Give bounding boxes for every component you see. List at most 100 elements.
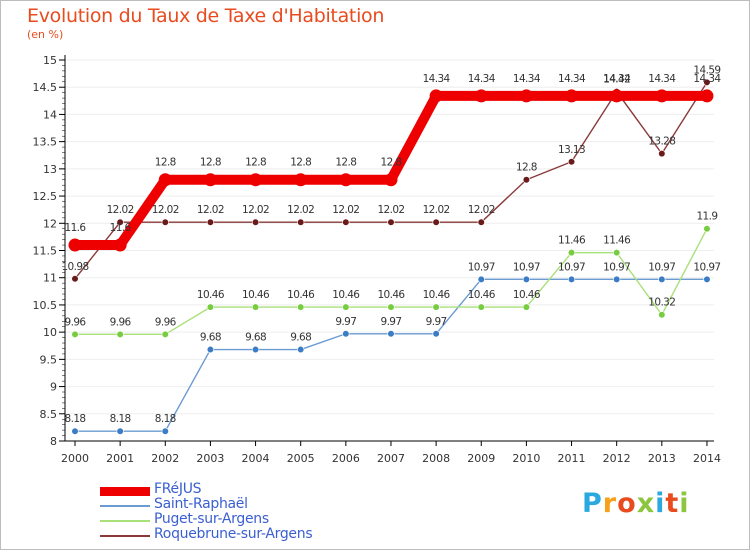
- data-point: [658, 275, 666, 283]
- data-point: [567, 275, 576, 283]
- data-point: [703, 225, 711, 233]
- logo-letter: t: [665, 488, 680, 519]
- x-tick-label: 2011: [558, 452, 586, 465]
- y-tick-label: 10: [43, 326, 57, 339]
- y-tick-label: 13.5: [33, 136, 58, 149]
- data-label: 12.02: [242, 204, 269, 216]
- legend-label-frejus: FRéJUS: [154, 481, 202, 497]
- data-point: [522, 275, 531, 283]
- data-point: [71, 275, 79, 283]
- data-label: 13.28: [648, 136, 675, 148]
- chart-unit-label: (en %): [27, 28, 64, 41]
- data-point: [387, 218, 395, 226]
- data-label: 12.8: [245, 157, 266, 169]
- y-tick-label: 12: [43, 217, 57, 230]
- data-point: [387, 330, 395, 338]
- data-label: 10.97: [558, 261, 585, 273]
- data-point: [113, 238, 127, 252]
- x-tick-label: 2006: [332, 452, 360, 465]
- data-point: [71, 427, 79, 435]
- data-label: 10.97: [693, 261, 720, 273]
- data-label: 12.8: [380, 157, 401, 169]
- data-label: 8.18: [65, 413, 86, 425]
- data-point: [206, 345, 215, 354]
- logo-letter: x: [636, 488, 656, 519]
- data-label: 11.46: [603, 235, 631, 247]
- data-point: [567, 158, 576, 166]
- data-label: 9.96: [155, 316, 177, 328]
- data-point: [342, 330, 350, 338]
- data-label: 14.42: [603, 74, 630, 86]
- data-point: [206, 218, 215, 226]
- data-label: 12.02: [197, 204, 224, 216]
- data-point: [658, 150, 666, 158]
- data-label: 12.02: [468, 204, 495, 216]
- data-point: [477, 303, 485, 311]
- data-label: 11.6: [65, 222, 87, 234]
- data-label: 10.32: [648, 297, 675, 309]
- y-tick-label: 9: [50, 381, 57, 394]
- data-point: [339, 173, 353, 187]
- data-point: [342, 218, 350, 226]
- data-label: 9.68: [290, 332, 311, 344]
- x-tick-label: 2009: [467, 452, 495, 465]
- data-point: [384, 173, 398, 187]
- data-point: [432, 330, 440, 338]
- x-tick-label: 2002: [151, 452, 179, 465]
- x-tick-label: 2004: [242, 452, 270, 465]
- data-label: 10.97: [648, 261, 675, 273]
- series-line: [74, 278, 708, 432]
- y-tick-label: 9.5: [40, 353, 58, 366]
- data-label: 10.97: [603, 261, 630, 273]
- data-point: [519, 89, 533, 103]
- data-label: 9.68: [200, 332, 221, 344]
- data-point: [613, 275, 621, 283]
- line-chart: 8 8.5 9 9.5 10 10.5 11 11.5 12 12.5 13 13.5 14 14.5 15…: [33, 54, 723, 465]
- x-tick-label: 2013: [648, 452, 676, 465]
- data-label: 9.96: [65, 316, 87, 328]
- data-label: 9.97: [426, 316, 447, 328]
- x-tick-label: 2000: [61, 452, 89, 465]
- x-tick-label: 2003: [196, 452, 224, 465]
- logo-letter: i: [679, 488, 690, 519]
- data-label: 11.46: [558, 235, 586, 247]
- data-label: 12.8: [335, 157, 356, 169]
- data-point: [116, 427, 124, 435]
- data-point: [297, 345, 305, 354]
- data-point: [116, 218, 124, 226]
- data-point: [522, 176, 531, 184]
- data-point: [387, 303, 395, 311]
- legend-label-puget-sur-argens: Puget-sur-Argens: [154, 511, 269, 527]
- data-label: 12.02: [332, 204, 359, 216]
- data-point: [432, 218, 440, 226]
- logo-letter: i: [655, 488, 666, 519]
- x-tick-label: 2010: [512, 452, 540, 465]
- data-label: 8.18: [155, 413, 176, 425]
- data-point: [474, 89, 488, 103]
- y-tick-label: 15: [43, 54, 57, 67]
- data-point: [68, 238, 82, 252]
- data-point: [116, 330, 124, 338]
- data-label: 12.8: [200, 157, 221, 169]
- data-label: 12.8: [516, 162, 537, 174]
- legend-swatch-saint-raphael: [100, 505, 150, 507]
- y-tick-label: 10.5: [33, 299, 58, 312]
- data-label: 10.46: [332, 289, 360, 301]
- data-point: [655, 89, 669, 103]
- data-label: 10.46: [197, 289, 225, 301]
- data-point: [610, 89, 624, 103]
- x-tick-label: 2007: [377, 452, 405, 465]
- data-point: [658, 311, 666, 319]
- y-tick-label: 8: [50, 435, 57, 448]
- x-tick-label: 2008: [422, 452, 450, 465]
- data-point: [703, 275, 711, 283]
- data-label: 11.9: [696, 211, 717, 223]
- data-point: [161, 218, 169, 226]
- legend-swatch-frejus: [100, 487, 150, 496]
- chart-title: Evolution du Taux de Taxe d'Habitation: [27, 5, 385, 27]
- data-point: [297, 303, 305, 311]
- data-point: [203, 173, 217, 187]
- data-point: [294, 173, 308, 187]
- data-label: 10.97: [513, 261, 540, 273]
- data-label: 14.34: [693, 73, 721, 85]
